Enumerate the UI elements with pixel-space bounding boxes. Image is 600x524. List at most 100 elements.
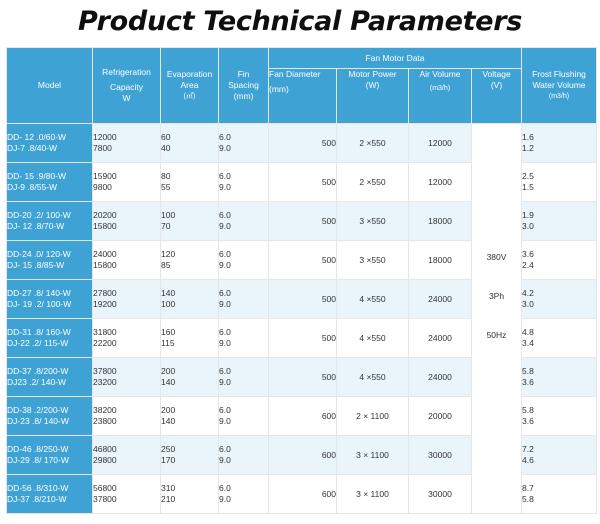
model-dj: DJ23 .2/ 140-W [7, 377, 67, 387]
evaporation-area-cell: 310 210 [160, 474, 219, 514]
fin-spacing-cell: 6.0 9.0 [218, 279, 269, 319]
area-dj: 70 [161, 221, 171, 231]
voltage-value: 3Ph [488, 291, 505, 301]
fin-spacing-dj: 9.0 [219, 260, 231, 270]
area-dd: 120 [161, 249, 176, 259]
motor-power-cell: 4 ×550 [336, 279, 409, 319]
frost-flushing-dd: 2.5 [522, 171, 534, 181]
area-dj: 40 [161, 143, 171, 153]
header-motor-power-label: Motor Power [348, 69, 397, 80]
table-row: DD-46 .8/250-W DJ-29 .8/ 170-W 46800 29800 2… [6, 435, 597, 475]
header-refrigeration-capacity: Refrigeration Capacity W [92, 47, 161, 124]
area-dd: 200 [161, 405, 176, 415]
frost-flushing-dd: 4.8 [522, 327, 534, 337]
table-row: DD- 12 .0/60-W DJ-7 .8/40-W 12000 7800 60 40 6… [6, 123, 597, 514]
frost-flushing-cell: 8.7 5.8 [521, 474, 597, 514]
model-dj: DJ-9 .8/55-W [7, 182, 58, 192]
frost-flushing-dd: 1.9 [522, 210, 534, 220]
frost-flushing-dj: 3.0 [522, 299, 534, 309]
frost-flushing-dj: 5.8 [522, 494, 534, 504]
fin-spacing-dd: 6.0 [219, 288, 231, 298]
model-dd: DD-46 .8/250-W [7, 444, 69, 454]
header-fan-diameter-label: Fan Diameter [269, 69, 321, 80]
air-volume-value: 12000 [428, 177, 452, 187]
frost-flushing-dj: 3.0 [522, 221, 534, 231]
refrigeration-capacity-cell: 27800 19200 [92, 279, 161, 319]
frost-flushing-dd: 5.8 [522, 405, 534, 415]
fan-diameter-cell: 500 [268, 201, 337, 241]
refrigeration-capacity-cell: 38200 23800 [92, 396, 161, 436]
fin-spacing-dd: 6.0 [219, 132, 231, 142]
refrigeration-capacity-cell: 20200 15800 [92, 201, 161, 241]
fin-spacing-dj: 9.0 [219, 455, 231, 465]
air-volume-value: 30000 [428, 489, 452, 499]
header-air-volume-unit: (m3/h) [429, 85, 451, 92]
air-volume-value: 18000 [428, 255, 452, 265]
header-evaporation-line: Evaporation [166, 69, 213, 79]
parameters-table: Model Refrigeration Capacity W Evaporati… [6, 47, 597, 514]
area-dd: 80 [161, 171, 171, 181]
model-dd: DD- 12 .0/60-W [7, 132, 67, 142]
header-spacing-unit: (mm) [233, 91, 254, 101]
header-area-line: Area [180, 80, 199, 90]
table-row: DD-37 .8/200-W DJ23 .2/ 140-W 37800 23200 20… [6, 357, 597, 397]
motor-power-cell: 3 × 1100 [336, 474, 409, 514]
fan-diameter-value: 500 [321, 255, 336, 265]
fin-spacing-dd: 6.0 [219, 327, 231, 337]
model-dd: DD-31 .8/ 160-W [7, 327, 71, 337]
evaporation-area-cell: 200 140 [160, 357, 219, 397]
fan-diameter-cell: 500 [268, 357, 337, 397]
model-dd: DD-56 .8/310-W [7, 483, 69, 493]
fan-diameter-value: 600 [321, 489, 336, 499]
fin-spacing-dj: 9.0 [219, 182, 231, 192]
frost-flushing-cell: 1.9 3.0 [521, 201, 597, 241]
header-area-unit: (㎡) [183, 93, 196, 100]
evaporation-area-cell: 120 85 [160, 240, 219, 280]
area-dd: 100 [161, 210, 176, 220]
header-motor-power-unit: (W) [365, 80, 380, 90]
table-row: DD- 15 .9/80-W DJ-9 .8/55-W 15900 9800 80 55 6… [6, 162, 597, 202]
fin-spacing-cell: 6.0 9.0 [218, 435, 269, 475]
model-cell: DD-20 .2/ 100-W DJ- 12 .8/70-W [6, 201, 93, 241]
capacity-dj: 37800 [93, 494, 117, 504]
air-volume-cell: 24000 [408, 357, 472, 397]
header-model-label: Model [37, 80, 62, 90]
capacity-dd: 38200 [93, 405, 117, 415]
refrigeration-capacity-cell: 12000 7800 [92, 123, 161, 163]
area-dd: 200 [161, 366, 176, 376]
header-water-volume-unit: (m3/h) [548, 93, 570, 100]
area-dj: 85 [161, 260, 171, 270]
frost-flushing-dd: 7.2 [522, 444, 534, 454]
header-fan-motor-label: Fan Motor Data [365, 52, 425, 63]
frost-flushing-dj: 3.4 [522, 338, 534, 348]
header-voltage-label: Voltage [482, 69, 511, 80]
motor-power-value: 4 ×550 [359, 372, 386, 382]
fin-spacing-cell: 6.0 9.0 [218, 162, 269, 202]
frost-flushing-cell: 3.6 2.4 [521, 240, 597, 280]
fin-spacing-cell: 6.0 9.0 [218, 201, 269, 241]
air-volume-cell: 18000 [408, 201, 472, 241]
fan-diameter-value: 600 [321, 411, 336, 421]
header-frost-flushing: Frost Flushing Water Volume (m3/h) [521, 47, 597, 124]
capacity-dd: 24000 [93, 249, 117, 259]
header-water-volume-line: Water Volume [532, 80, 586, 90]
air-volume-value: 24000 [428, 294, 452, 304]
area-dj: 140 [161, 416, 176, 426]
motor-power-cell: 4 ×550 [336, 357, 409, 397]
header-capacity-line: Capacity [109, 82, 144, 92]
table-row: DD-20 .2/ 100-W DJ- 12 .8/70-W 20200 15800 1… [6, 201, 597, 241]
frost-flushing-dj: 3.6 [522, 416, 534, 426]
header-air-volume: Air Volume (m3/h) [408, 68, 472, 124]
air-volume-value: 12000 [428, 138, 452, 148]
model-dd: DD-38 .2/200-W [7, 405, 69, 415]
fin-spacing-dd: 6.0 [219, 483, 231, 493]
frost-flushing-dd: 4.2 [522, 288, 534, 298]
evaporation-area-cell: 250 170 [160, 435, 219, 475]
capacity-dd: 27800 [93, 288, 117, 298]
fan-diameter-value: 600 [321, 450, 336, 460]
capacity-dj: 22200 [93, 338, 117, 348]
fan-diameter-value: 500 [321, 177, 336, 187]
capacity-dj: 7800 [93, 143, 112, 153]
motor-power-cell: 2 ×550 [336, 123, 409, 163]
air-volume-value: 24000 [428, 333, 452, 343]
